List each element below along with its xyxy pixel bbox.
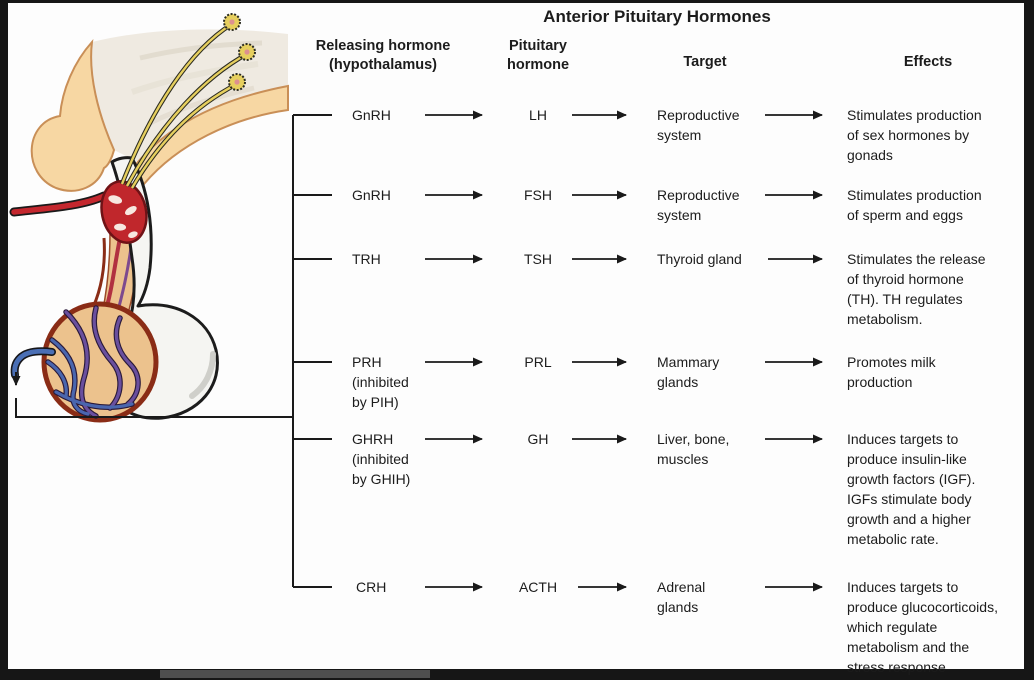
pituitary-hormone-acth: ACTH [518,579,558,595]
target-fsh: Reproductive system [657,187,740,223]
releasing-hormone-trh: TRH [352,251,381,267]
diagram-title: Anterior Pituitary Hormones [543,7,771,26]
target-tsh: Thyroid gland [657,251,742,267]
target-lh: Reproductive system [657,107,740,143]
effects-gh: Induces targets to produce insulin-like … [847,431,976,547]
column-header-pituitary-hormone: Pituitary hormone [506,38,570,73]
diagram-background [8,3,1024,669]
effects-acth: Induces targets to produce glucocorticoi… [847,579,998,675]
pituitary-hormone-lh: LH [529,107,547,123]
effects-tsh: Stimulates the release of thyroid hormon… [847,251,986,327]
pituitary-hormone-gh: GH [527,431,549,447]
column-header-releasing-hormone: Releasing hormone (hypothalamus) [315,38,451,73]
target-gh: Liver, bone, muscles [657,431,730,467]
pituitary-hormone-prl: PRL [524,354,552,370]
target-prl: Mammary glands [657,354,720,390]
releasing-hormone-gnrh-fsh: GnRH [352,187,391,203]
taskbar-remnant [160,670,430,678]
releasing-hormone-crh: CRH [356,579,387,595]
pituitary-hormone-tsh: TSH [524,251,552,267]
target-acth: Adrenal glands [657,579,706,615]
effects-fsh: Stimulates production of sperm and eggs [847,187,982,223]
releasing-hormone-prh: PRH (inhibited by PIH) [352,354,409,410]
column-header-effects: Effects [903,54,953,70]
effects-lh: Stimulates production of sex hormones by… [847,107,982,163]
column-header-target: Target [683,54,727,70]
pituitary-hormone-fsh: FSH [524,187,552,203]
releasing-hormone-ghrh: GHRH (inhibited by GHIH) [352,431,411,487]
releasing-hormone-gnrh-lh: GnRH [352,107,391,123]
effects-prl: Promotes milk production [847,354,936,390]
